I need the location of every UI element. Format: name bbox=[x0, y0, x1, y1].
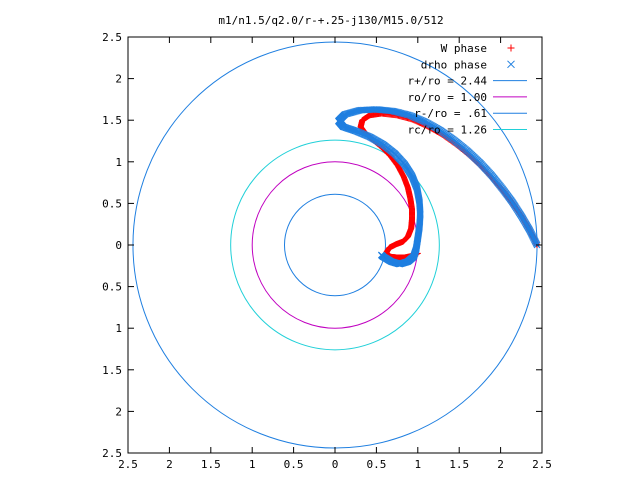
y-tick-label: 1.5 bbox=[102, 364, 122, 377]
x-tick-label: 2 bbox=[166, 458, 173, 471]
x-tick-label: 0.5 bbox=[366, 458, 386, 471]
point-layer bbox=[334, 106, 541, 268]
legend-label: ro/ro = 1.00 bbox=[408, 91, 487, 104]
legend-label: r-/ro = .61 bbox=[414, 107, 487, 120]
x-tick-label: 2.5 bbox=[532, 458, 552, 471]
legend-label: drho phase bbox=[421, 58, 487, 71]
legend: W phase drho phase r+/ro = 2.44 ro/ro = 1.0… bbox=[408, 42, 527, 137]
circle-rc-ro-1-26 bbox=[230, 139, 440, 351]
y-tick-label: 1 bbox=[115, 156, 122, 169]
circle-r-ro-61 bbox=[283, 193, 387, 297]
legend-label: rc/ro = 1.26 bbox=[408, 124, 487, 137]
y-axis: 2.5 2 1.5 1 0.5 0 0.5 1 1.5 2 2.5 bbox=[102, 31, 542, 460]
x-tick-label: 0.5 bbox=[284, 458, 304, 471]
y-tick-label: 2 bbox=[115, 405, 122, 418]
x-tick-label: 0 bbox=[332, 458, 339, 471]
point-drho-phase bbox=[378, 251, 385, 259]
x-tick-label: 1 bbox=[414, 458, 421, 471]
y-tick-label: 2.5 bbox=[102, 447, 122, 460]
y-tick-label: 0.5 bbox=[102, 281, 122, 294]
legend-label: W phase bbox=[441, 42, 487, 55]
y-tick-label: 0.5 bbox=[102, 197, 122, 210]
legend-marker bbox=[507, 44, 515, 52]
x-tick-label: 2.5 bbox=[118, 458, 138, 471]
x-tick-label: 1.5 bbox=[449, 458, 469, 471]
y-tick-label: 2 bbox=[115, 73, 122, 86]
y-tick-label: 1.5 bbox=[102, 114, 122, 127]
chart-title: m1/n1.5/q2.0/r-+.25-j130/M15.0/512 bbox=[218, 14, 443, 27]
x-axis: 2.5 2 1.5 1 0.5 0 0.5 1 1.5 2 2.5 bbox=[118, 37, 552, 471]
y-tick-label: 1 bbox=[115, 322, 122, 335]
x-tick-label: 1.5 bbox=[201, 458, 221, 471]
legend-marker bbox=[507, 60, 515, 69]
y-tick-label: 0 bbox=[115, 239, 122, 252]
series-drho-phase bbox=[334, 106, 541, 268]
y-tick-label: 2.5 bbox=[102, 31, 122, 44]
legend-label: r+/ro = 2.44 bbox=[408, 75, 488, 88]
x-tick-label: 2 bbox=[497, 458, 504, 471]
x-tick-label: 1 bbox=[249, 458, 256, 471]
